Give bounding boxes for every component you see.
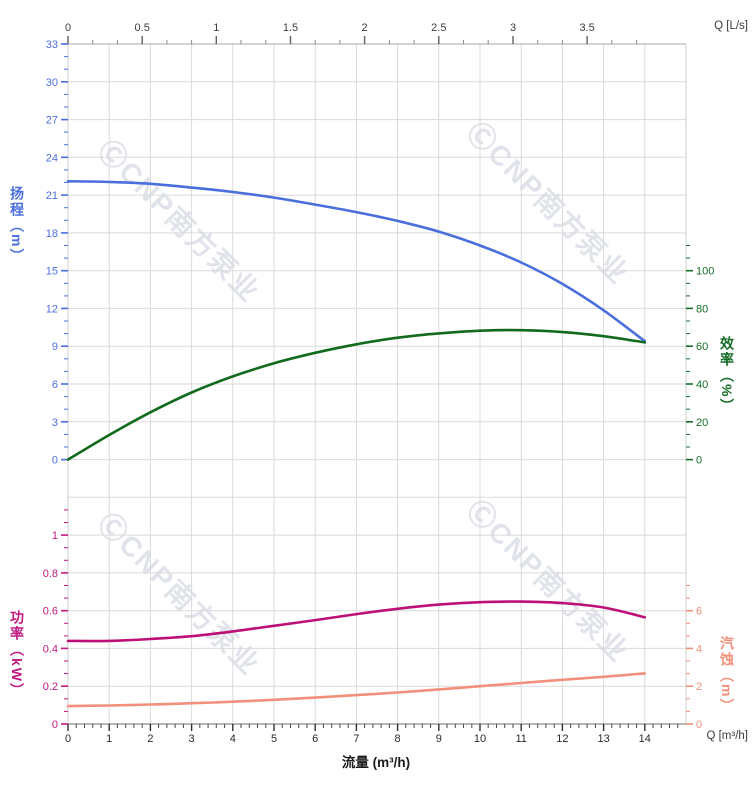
head-axis-tick-label: 30 <box>46 77 58 89</box>
head-axis-tick-label: 27 <box>46 115 58 127</box>
head-axis-tick-label: 33 <box>46 39 58 51</box>
bottom-axis-tick-label: 14 <box>639 733 651 745</box>
power-axis-tick-label: 1 <box>52 530 58 542</box>
head-axis-tick-label: 0 <box>52 455 58 467</box>
power-axis-tick-label: 0.6 <box>43 606 58 618</box>
top-axis-tick-label: 2 <box>362 22 368 34</box>
eff-axis-tick-label: 60 <box>696 341 708 353</box>
efficiency-axis-title: 效率（%） <box>719 336 735 415</box>
bottom-axis-tick-label: 0 <box>65 733 71 745</box>
head-axis-tick-label: 21 <box>46 190 58 202</box>
efficiency-curve <box>66 328 647 461</box>
top-axis-tick-label: 0 <box>65 22 71 34</box>
npsh-axis-tick-label: 4 <box>696 643 702 655</box>
power-axis-tick-label: 0.4 <box>43 643 58 655</box>
power-axis-title: 功率（kW） <box>9 610 25 699</box>
bottom-axis-tick-label: 12 <box>556 733 568 745</box>
bottom-axis-tick-label: 10 <box>474 733 486 745</box>
npsh-axis-tick-label: 2 <box>696 681 702 693</box>
npsh-axis-tick-label: 0 <box>696 719 702 731</box>
bottom-axis-tick-label: 9 <box>436 733 442 745</box>
x-axis-label: 流量 (m³/h) <box>341 755 411 770</box>
head-axis-title: 扬程（m） <box>9 186 25 265</box>
top-axis-tick-label: 2.5 <box>431 22 446 34</box>
power-axis-tick-label: 0.2 <box>43 681 58 693</box>
bottom-axis-tick-label: 4 <box>230 733 236 745</box>
bottom-axis-unit-label: Q [m³/h] <box>706 730 748 742</box>
eff-axis-tick-label: 100 <box>696 266 714 278</box>
top-axis-tick-label: 3.5 <box>579 22 594 34</box>
bottom-axis-tick-label: 6 <box>312 733 318 745</box>
eff-axis-tick-label: 80 <box>696 303 708 315</box>
power-curve <box>66 600 647 643</box>
top-axis-tick-label: 0.5 <box>135 22 150 34</box>
power-axis-tick-label: 0.8 <box>43 568 58 580</box>
bottom-axis-tick-label: 11 <box>515 733 526 745</box>
bottom-axis-tick-label: 3 <box>189 733 195 745</box>
head-axis-tick-label: 12 <box>46 303 58 315</box>
eff-axis-tick-label: 0 <box>696 455 702 467</box>
bottom-axis-tick-label: 7 <box>353 733 359 745</box>
eff-axis-tick-label: 20 <box>696 417 708 429</box>
bottom-axis-tick-label: 5 <box>271 733 277 745</box>
head-axis-tick-label: 3 <box>52 417 58 429</box>
top-axis-unit-label: Q [L/s] <box>714 20 748 32</box>
head-axis-tick-label: 24 <box>46 152 58 164</box>
head-curve <box>66 180 647 343</box>
head-axis-tick-label: 6 <box>52 379 58 391</box>
bottom-axis-tick-label: 1 <box>106 733 112 745</box>
bottom-axis-tick-label: 13 <box>597 733 609 745</box>
eff-axis-tick-label: 40 <box>696 379 708 391</box>
npsh-axis-tick-label: 6 <box>696 606 702 618</box>
npsh-curve <box>66 672 647 708</box>
bottom-axis-tick-label: 8 <box>395 733 401 745</box>
top-axis-tick-label: 1 <box>213 22 219 34</box>
head-axis-tick-label: 15 <box>46 266 58 278</box>
power-axis-tick-label: 0 <box>52 719 58 731</box>
top-axis-tick-label: 3 <box>510 22 516 34</box>
bottom-axis-tick-label: 2 <box>147 733 153 745</box>
npsh-axis-title: 汽蚀（m） <box>719 636 735 715</box>
head-axis-tick-label: 9 <box>52 341 58 353</box>
head-axis-tick-label: 18 <box>46 228 58 240</box>
top-axis-tick-label: 1.5 <box>283 22 298 34</box>
